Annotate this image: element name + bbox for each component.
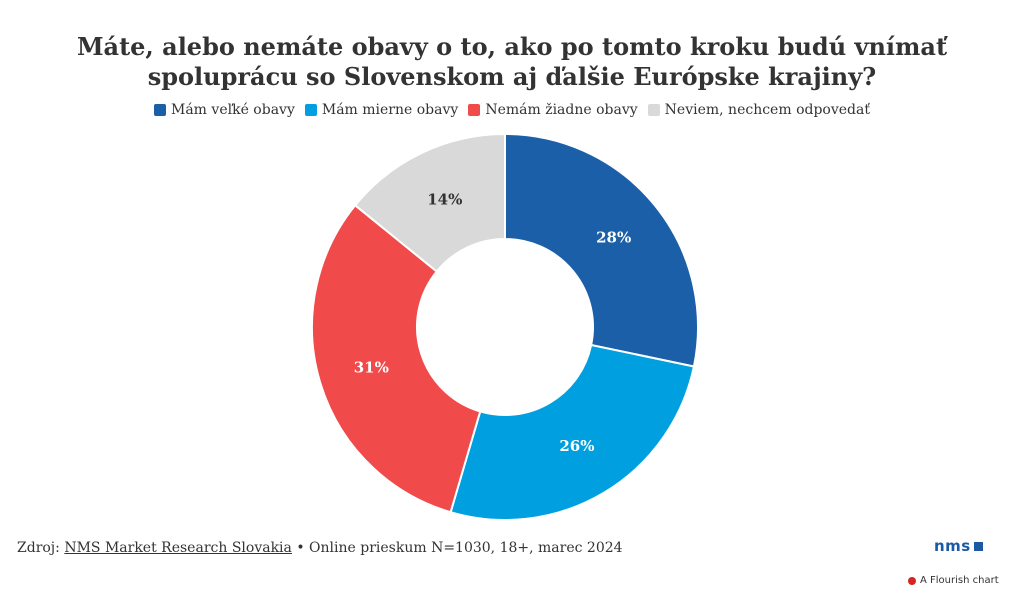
slice-value-label: 31%: [354, 359, 389, 377]
flourish-icon: [908, 576, 916, 585]
legend: Mám veľké obavy Mám mierne obavy Nemám ž…: [0, 102, 1024, 118]
nms-logo: nms: [934, 537, 983, 555]
legend-swatch: [154, 104, 166, 116]
slice-value-label: 14%: [427, 191, 462, 209]
flourish-credit-text: A Flourish chart: [920, 575, 999, 586]
legend-label: Mám veľké obavy: [171, 102, 295, 118]
flourish-credit[interactable]: A Flourish chart: [908, 575, 999, 586]
source-footer: Zdroj: NMS Market Research Slovakia • On…: [17, 540, 623, 556]
legend-swatch: [647, 104, 660, 116]
legend-item-mild-concern[interactable]: Mám mierne obavy: [304, 102, 459, 118]
nms-logo-text: nms: [934, 537, 971, 555]
legend-swatch: [468, 104, 481, 116]
legend-item-big-concern[interactable]: Mám veľké obavy: [154, 102, 295, 118]
legend-swatch: [304, 104, 317, 116]
slice-value-label: 28%: [596, 229, 631, 247]
donut-slice[interactable]: [353, 132, 506, 273]
donut-slice[interactable]: [311, 203, 482, 514]
legend-label: Mám mierne obavy: [321, 102, 459, 118]
legend-item-dont-know[interactable]: Neviem, nechcem odpovedať: [647, 102, 870, 118]
legend-label: Neviem, nechcem odpovedať: [664, 102, 870, 118]
legend-label: Nemám žiadne obavy: [485, 102, 638, 118]
legend-item-no-concern[interactable]: Nemám žiadne obavy: [468, 102, 638, 118]
source-details: • Online prieskum N=1030, 18+, marec 202…: [291, 540, 623, 556]
nms-logo-square: [973, 541, 983, 551]
slice-value-label: 26%: [559, 437, 594, 455]
source-prefix: Zdroj:: [17, 540, 65, 556]
chart-title: Máte, alebo nemáte obavy o to, ako po to…: [76, 32, 948, 91]
donut-slice[interactable]: [504, 132, 699, 368]
donut-slice[interactable]: [449, 343, 696, 521]
source-link[interactable]: NMS Market Research Slovakia: [64, 540, 292, 556]
